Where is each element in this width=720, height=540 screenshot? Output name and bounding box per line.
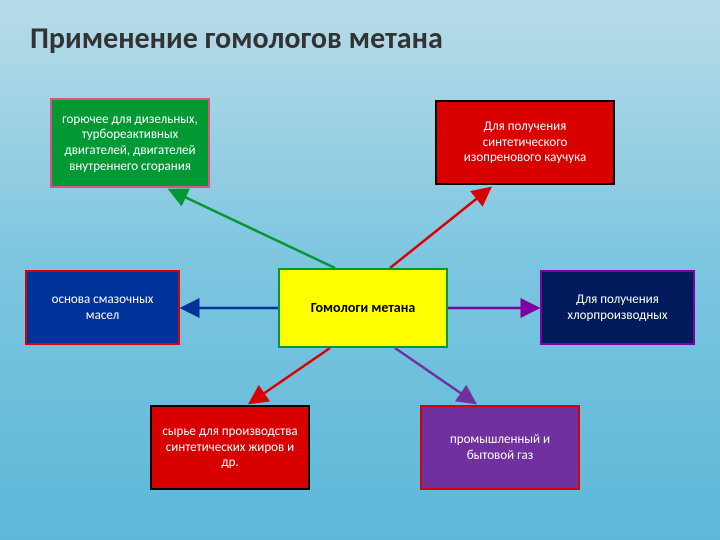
center-node: Гомологи метана xyxy=(278,268,448,348)
node-oils: основа смазочных масел xyxy=(25,270,180,345)
node-chlor: Для получения хлорпроизводных xyxy=(540,270,695,345)
node-gas: промышленный и бытовой газ xyxy=(420,405,580,490)
node-fats: сырье для производства синтетических жир… xyxy=(150,405,310,490)
page-title: Применение гомологов метана xyxy=(30,20,443,57)
node-fuel: горючее для дизельных, турбореактивных д… xyxy=(50,98,210,188)
node-rubber: Для получения синтетического изопреновог… xyxy=(435,100,615,185)
